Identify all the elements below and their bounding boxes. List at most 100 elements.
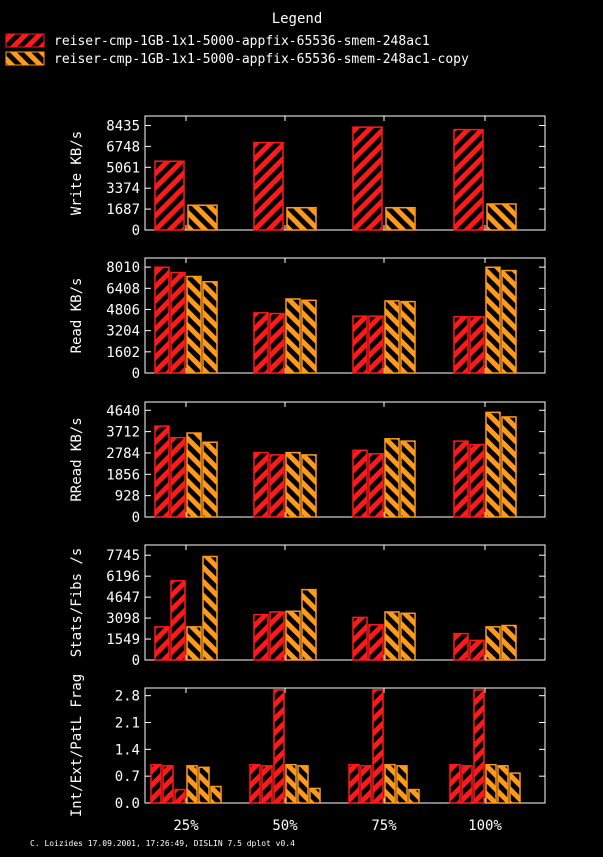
bar	[198, 766, 210, 804]
y-axis-label: Write KB/s	[69, 131, 85, 215]
bar	[154, 160, 185, 231]
bar	[269, 312, 285, 374]
bar	[453, 316, 469, 374]
bar	[368, 315, 384, 374]
bar	[202, 441, 218, 518]
bar	[174, 788, 186, 804]
bar	[253, 312, 269, 374]
bar	[400, 612, 416, 661]
bar	[453, 440, 469, 518]
bar	[372, 689, 384, 804]
y-tick-label: 4647	[106, 590, 140, 606]
bar	[469, 316, 485, 374]
y-tick-label: 2.1	[115, 716, 140, 732]
bar	[285, 763, 297, 804]
y-tick-label: 0	[132, 510, 140, 526]
bar	[170, 271, 186, 374]
bar	[501, 416, 517, 518]
chart-panel-5: 0.0 0.7 1.4 2.1 2.8 Int/Ext/PatL Frag 25% 50% 75…	[69, 674, 546, 834]
y-tick-label: 7745	[106, 548, 140, 564]
bar	[154, 626, 170, 661]
bar	[269, 454, 285, 518]
chart-panel-1: 0 1687 3374 5061 6748 8435 Write KB/s	[69, 115, 546, 239]
bar	[384, 611, 400, 661]
bar	[501, 624, 517, 661]
legend-entry-1: reiser-cmp-1GB-1x1-5000-appfix-65536-sme…	[54, 34, 430, 49]
bar	[286, 206, 317, 231]
y-tick-label: 1687	[106, 202, 140, 218]
chart-panel-3: 0 928 1856 2784 3712 4640 RRead KB/s	[69, 401, 546, 526]
y-tick-label: 3098	[106, 611, 140, 627]
y-tick-label: 0.0	[115, 796, 140, 812]
y-tick-label: 0.7	[115, 769, 140, 785]
legend-entry-2: reiser-cmp-1GB-1x1-5000-appfix-65536-sme…	[54, 52, 469, 67]
y-tick-label: 0	[132, 366, 140, 382]
bar	[285, 610, 301, 661]
bar	[485, 626, 501, 661]
bar	[453, 632, 469, 661]
chart-panel-2: 0 1602 3204 4806 6408 8010 Read KB/s	[69, 257, 546, 382]
bar	[384, 300, 400, 374]
bar	[150, 763, 162, 804]
bar	[368, 453, 384, 518]
bar	[485, 411, 501, 518]
footer-credit: C. Loizides 17.09.2001, 17:26:49, DISLIN…	[30, 839, 295, 848]
bar	[360, 765, 372, 804]
plot-frame	[144, 687, 546, 804]
bar	[352, 449, 368, 518]
bar	[408, 788, 420, 804]
bar	[400, 440, 416, 518]
bar	[253, 613, 269, 661]
y-tick-label: 2784	[106, 446, 140, 462]
bar	[285, 451, 301, 518]
bar	[348, 763, 360, 804]
y-axis-label: Stats/Fibs /s	[69, 548, 85, 658]
bar	[186, 275, 202, 374]
legend-swatch-orange	[5, 51, 45, 66]
bar	[352, 126, 383, 231]
chart-panels: 0 1687 3374 5061 6748 8435 Write KB/s 0 1602 3204…	[69, 115, 546, 834]
y-tick-label: 3712	[106, 425, 140, 441]
bar	[486, 203, 517, 231]
x-tick-label: 100%	[468, 818, 502, 834]
y-tick-label: 8435	[106, 118, 140, 134]
y-tick-label: 6196	[106, 569, 140, 585]
bar	[187, 204, 218, 231]
bar	[352, 315, 368, 374]
y-tick-label: 0	[132, 653, 140, 669]
bar	[301, 588, 317, 661]
bar	[309, 787, 321, 804]
bar	[253, 451, 269, 518]
y-tick-label: 1.4	[115, 742, 140, 758]
bar	[297, 765, 309, 804]
bar	[497, 765, 509, 804]
bar	[154, 266, 170, 374]
y-tick-label: 0	[132, 223, 140, 239]
chart-panel-4: 0 1549 3098 4647 6196 7745 Stats/Fibs /s	[69, 544, 546, 669]
y-axis-label: Int/Ext/PatL Frag	[69, 674, 85, 817]
y-tick-label: 5061	[106, 160, 140, 176]
bar	[449, 763, 461, 804]
x-tick-label: 50%	[272, 818, 298, 834]
bar	[473, 689, 485, 804]
legend: Legend reiser-cmp-1GB-1x1-5000-appfix-65…	[5, 11, 469, 67]
bar	[202, 555, 218, 661]
y-tick-label: 1549	[106, 632, 140, 648]
bar	[273, 689, 285, 804]
bar	[396, 765, 408, 804]
plot-frame	[144, 401, 546, 518]
bar	[352, 616, 368, 661]
y-tick-label: 3204	[106, 324, 140, 340]
y-tick-label: 8010	[106, 260, 140, 276]
y-axis-label: RRead KB/s	[69, 417, 85, 501]
x-tick-label: 25%	[173, 818, 199, 834]
bar	[285, 298, 301, 374]
plot-frame	[144, 115, 546, 231]
bar	[385, 206, 416, 231]
bar	[269, 611, 285, 661]
bar	[485, 763, 497, 804]
y-tick-label: 4806	[106, 302, 140, 318]
y-tick-label: 1856	[106, 467, 140, 483]
bar	[368, 624, 384, 661]
